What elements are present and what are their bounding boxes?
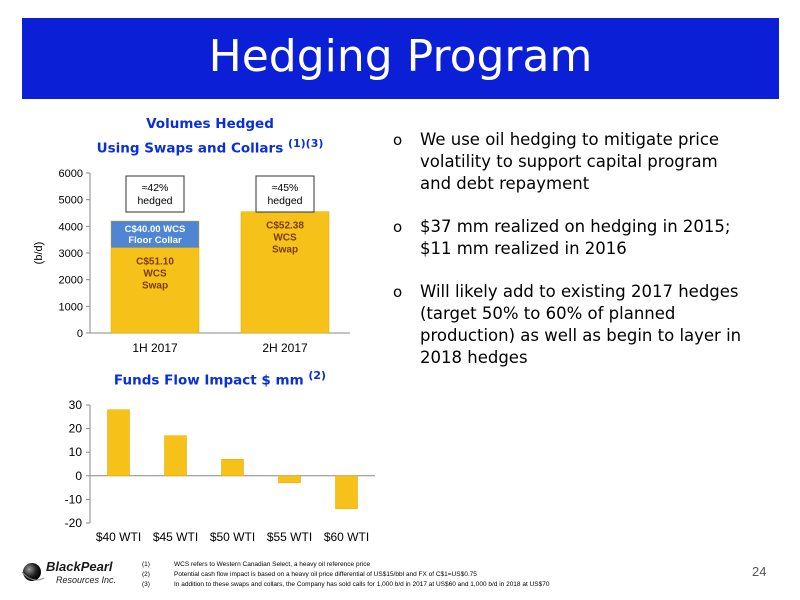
bullet-item: o $37 mm realized on hedging in 2015; $11… (393, 216, 753, 260)
y-tick-label: 0 (77, 328, 83, 340)
title-banner: Hedging Program (22, 18, 779, 99)
bullet-mark: o (393, 218, 403, 236)
volumes-title-line2: Using Swaps and Collars (96, 140, 284, 157)
volumes-title-line1: Volumes Hedged (146, 116, 274, 132)
y-tick-label: -10 (65, 492, 83, 506)
bullet-text: We use oil hedging to mitigate price vol… (420, 130, 720, 193)
segment-label: C$52.38 (266, 221, 304, 232)
segment-label: Swap (142, 281, 168, 292)
hedged-annotation-text: hedged (267, 195, 302, 207)
x-tick-label: $55 WTI (267, 530, 312, 544)
hedged-annotation-text: ≈42% (142, 182, 169, 194)
bullet-mark: o (393, 131, 403, 149)
footnote-number: (3) (142, 581, 150, 588)
y-tick-label: 20 (69, 422, 83, 436)
company-logo: BlackPearl Resources Inc. (21, 558, 132, 588)
bar (164, 435, 187, 477)
x-tick-label: 1H 2017 (132, 341, 178, 355)
bullet-list: o We use oil hedging to mitigate price vo… (393, 129, 753, 390)
logo-name: BlackPearl (46, 559, 113, 574)
x-tick-label: $60 WTI (324, 530, 369, 544)
y-tick-label: 10 (69, 445, 83, 459)
funds-flow-title-text: Funds Flow Impact $ mm (113, 372, 304, 389)
footnote-number: (2) (142, 571, 150, 578)
segment-label: C$40.00 WCS (125, 224, 186, 235)
bar-segment (240, 211, 330, 334)
bar-segment (110, 247, 200, 334)
logo-sub: Resources Inc. (56, 575, 116, 585)
volumes-title-line2-wrap: Using Swaps and Collars (1)(3) (80, 134, 340, 159)
slide-title: Hedging Program (208, 31, 593, 82)
segment-label: WCS (273, 233, 297, 244)
volumes-chart-title: Volumes Hedged Using Swaps and Collars (… (80, 114, 340, 159)
funds-flow-title-sup: (2) (308, 369, 327, 382)
y-tick-label: 2000 (59, 275, 83, 287)
page-number: 24 (752, 564, 767, 579)
y-tick-label: 0 (75, 469, 82, 483)
footnote: (1) WCS refers to Western Canadian Select… (142, 560, 549, 570)
hedged-annotation-box (255, 175, 315, 213)
segment-label: Swap (272, 245, 298, 256)
bullet-text: Will likely add to existing 2017 hedges … (420, 282, 742, 367)
logo-mark: BlackPearl Resources Inc. (21, 559, 116, 585)
bar (107, 409, 130, 477)
bullet-item: o Will likely add to existing 2017 hedges… (393, 281, 753, 369)
y-axis-title: (b/d) (33, 242, 45, 265)
volumes-title-sup: (1)(3) (287, 137, 324, 150)
footnote-text: In addition to these swaps and collars, … (174, 581, 550, 588)
y-tick-label: 4000 (59, 221, 83, 233)
x-tick-label: 2H 2017 (262, 341, 308, 355)
y-tick-label: 6000 (59, 168, 83, 180)
segment-label: WCS (143, 269, 167, 280)
bullet-text: $37 mm realized on hedging in 2015; $11 … (420, 217, 731, 258)
funds-flow-chart: -20 -10 0 10 20 30 $40 WTI $45 WTI $50 WTI $55 WT… (65, 398, 375, 544)
x-tick-label: $50 WTI (210, 530, 255, 544)
y-tick-label: 1000 (59, 301, 83, 313)
footnote-text: WCS refers to Western Canadian Select, a… (174, 561, 371, 568)
segment-label: Floor Collar (128, 235, 182, 246)
footnotes: (1) WCS refers to Western Canadian Select… (142, 560, 549, 590)
bar-segment (110, 220, 200, 248)
y-tick-label: 3000 (59, 248, 83, 260)
hedged-annotation-text: hedged (137, 195, 172, 207)
bullet-item: o We use oil hedging to mitigate price vo… (393, 129, 753, 195)
bullet-mark: o (393, 283, 403, 301)
footnote-text: Potential cash flow impact is based on a… (174, 571, 477, 578)
footnote: (3) In addition to these swaps and collar… (142, 580, 549, 590)
footnote-number: (1) (142, 561, 150, 568)
hedged-annotation-box (125, 175, 185, 213)
footnote: (2) Potential cash flow impact is based o… (142, 570, 549, 580)
hedged-annotation-text: ≈45% (272, 182, 299, 194)
y-tick-label: 30 (69, 398, 83, 412)
y-tick-label: 5000 (59, 195, 83, 207)
bar (278, 475, 301, 484)
bar (221, 459, 244, 477)
x-tick-label: $45 WTI (153, 530, 198, 544)
x-tick-label: $40 WTI (96, 530, 141, 544)
y-tick-label: -20 (65, 516, 83, 530)
bar (335, 475, 358, 510)
funds-flow-chart-title: Funds Flow Impact $ mm (2) (80, 366, 360, 391)
segment-label: C$51.10 (136, 257, 174, 268)
